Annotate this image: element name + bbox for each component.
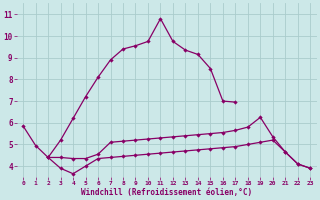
X-axis label: Windchill (Refroidissement éolien,°C): Windchill (Refroidissement éolien,°C) [81,188,252,197]
